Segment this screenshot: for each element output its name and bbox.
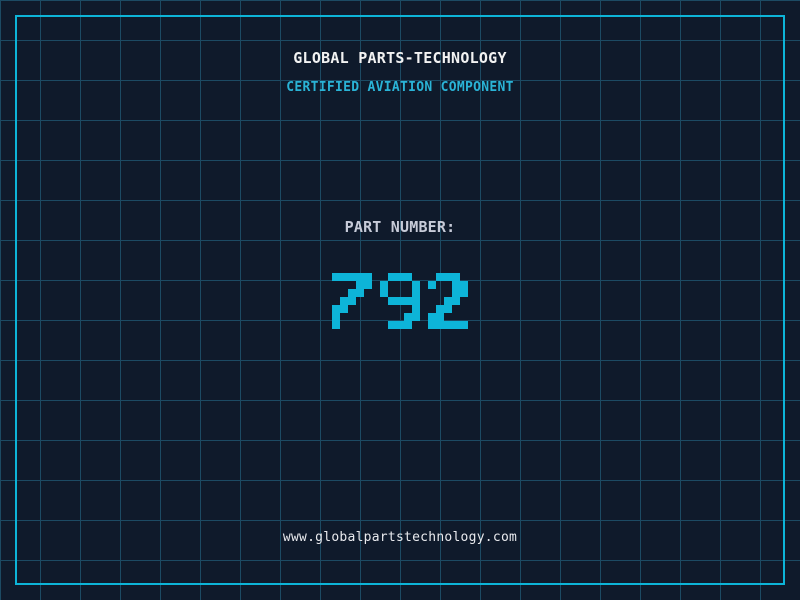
page-subtitle: CERTIFIED AVIATION COMPONENT [286, 80, 514, 95]
part-number-label: PART NUMBER: [344, 218, 456, 236]
part-number-display [0, 273, 800, 329]
part-number-digit [428, 273, 468, 329]
part-number-digit [380, 273, 420, 329]
footer-url: www.globalpartstechnology.com [282, 530, 518, 545]
part-number-digit [332, 273, 372, 329]
page-title: GLOBAL PARTS-TECHNOLOGY [293, 49, 507, 67]
